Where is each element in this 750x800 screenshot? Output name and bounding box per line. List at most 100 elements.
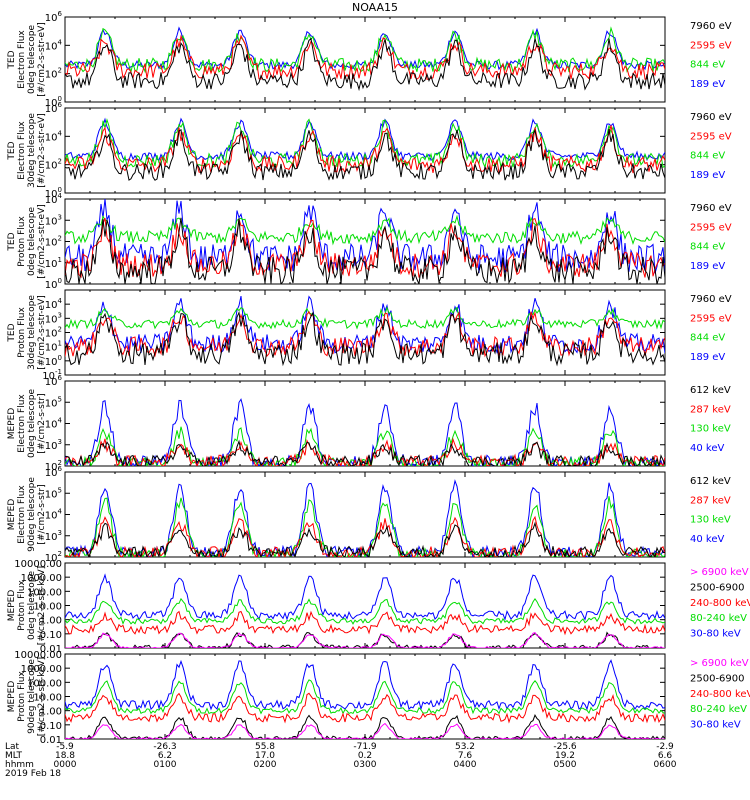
y-axis-label: TEDElectron Flux30deg telescope[#/cm2-s-… [7, 113, 47, 188]
legend-entry: 2595 eV [690, 40, 732, 51]
series-group [65, 479, 665, 557]
legend-entry: 80-240 keV [690, 613, 747, 624]
x-tick-label: 0200 [254, 760, 277, 770]
panel-meped-p-90: 0.01 0.10 1.00 10.00 100.00 1000.00 10000.00ME… [7, 650, 750, 746]
series-line-2500-6900 [65, 714, 665, 739]
legend-entry: 2595 eV [690, 313, 732, 324]
series-line-40-keV [65, 398, 665, 466]
legend-entry: 130 keV [690, 515, 731, 526]
legend-entry: 40 keV [690, 534, 724, 545]
legend-entry: 189 eV [690, 170, 725, 181]
y-tick-label: 104 [45, 129, 63, 143]
legend-entry: 2500-6900 [690, 582, 745, 593]
y-tick-label: 102 [45, 235, 62, 249]
x-tick-label: 6.2 [158, 751, 172, 761]
series-line-7960-eV [65, 217, 665, 284]
legend-entry: 612 keV [690, 385, 731, 396]
legend-entry: 844 eV [690, 60, 725, 71]
y-tick-label: 100.00 [27, 678, 62, 689]
x-tick-label: 17.0 [255, 751, 275, 761]
y-tick-label: 106 [45, 374, 63, 388]
series-line-30-80-keV [65, 573, 665, 621]
series-group [65, 573, 665, 648]
legend-entry: 844 eV [690, 151, 725, 162]
legend-entry: 2500-6900 [690, 673, 745, 684]
series-group [65, 295, 665, 367]
y-tick-label: 103 [45, 311, 62, 325]
y-tick-label: 1000.00 [21, 573, 62, 584]
x-row-label: hhmm [5, 760, 34, 770]
legend-entry: 189 eV [690, 352, 725, 363]
series-line-40-keV [65, 479, 665, 557]
x-tick-label: 19.2 [555, 751, 575, 761]
y-axis-label: MEPEDElectron Flux0deg telescope[#/cm2-s… [7, 389, 47, 459]
series-group [65, 26, 665, 92]
panel-frame [64, 653, 666, 740]
y-tick-label: 104 [45, 38, 63, 52]
series-line-80-240-keV [65, 597, 665, 625]
y-tick-label: 0.10 [40, 721, 62, 732]
y-tick-label: 103 [45, 213, 62, 227]
series-line-240-800-keV [65, 692, 665, 724]
x-tick-label: 55.8 [255, 742, 275, 752]
x-tick-label: 0400 [454, 760, 477, 770]
legend-entry: > 6900 keV [690, 658, 749, 669]
y-tick-label: 104 [45, 192, 63, 206]
y-tick-label: 101 [45, 256, 62, 270]
y-tick-label: 102 [45, 326, 62, 340]
x-tick-label: -5.9 [56, 742, 74, 752]
x-tick-label: 0300 [354, 760, 377, 770]
x-row-label: Lat [5, 742, 20, 752]
legend-entry: 30-80 keV [690, 629, 741, 640]
legend-entry: 240-800 keV [690, 689, 750, 700]
y-tick-label: 106 [45, 10, 63, 24]
y-tick-label: 106 [45, 465, 63, 479]
y-axis-label: TEDProton Flux0deg telescope[#/cm2-s-str… [7, 204, 47, 279]
y-axis-label: TEDProton Flux30deg telescope[#/cm2-s-st… [7, 295, 47, 370]
series-line--6900-keV [65, 722, 665, 739]
y-tick-label: 100 [45, 277, 62, 291]
y-tick-label: 102 [45, 158, 62, 172]
series-line-844-eV [65, 214, 665, 246]
series-line-612-keV [65, 521, 665, 557]
series-line--6900-keV [65, 631, 665, 648]
figure-title: NOAA15 [352, 1, 398, 14]
series-line-2595-eV [65, 217, 665, 279]
y-tick-label: 0.01 [40, 644, 62, 655]
legend-entry: 612 keV [690, 476, 731, 487]
legend-entry: 189 eV [690, 261, 725, 272]
series-line-2595-eV [65, 34, 665, 80]
legend-entry: 844 eV [690, 242, 725, 253]
panel-frame [64, 562, 666, 649]
x-tick-label: -2.9 [656, 742, 674, 752]
series-line-240-800-keV [65, 610, 665, 636]
x-tick-label: 0.2 [358, 751, 372, 761]
series-line-189-eV [65, 117, 665, 163]
y-tick-label: 0.10 [40, 630, 62, 641]
x-tick-label: -71.9 [353, 742, 377, 752]
legend-entry: 2595 eV [690, 222, 732, 233]
y-tick-label: 103 [45, 529, 62, 543]
x-tick-label: 0500 [554, 760, 577, 770]
series-line-7960-eV [65, 37, 665, 92]
panel-frame [64, 289, 666, 376]
y-tick-label: 10000.00 [14, 559, 62, 570]
x-tick-label: 18.8 [55, 751, 75, 761]
y-tick-label: 104 [45, 508, 63, 522]
legend-entry: 189 eV [690, 79, 725, 90]
legend-entry: 30-80 keV [690, 720, 741, 731]
series-group [65, 199, 665, 284]
series-line-7960-eV [65, 128, 665, 181]
x-tick-label: 53.2 [455, 742, 475, 752]
legend-entry: 130 keV [690, 424, 731, 435]
y-tick-label: 104 [45, 297, 63, 311]
series-line-844-eV [65, 26, 665, 74]
x-tick-label: 0100 [154, 760, 177, 770]
y-tick-label: 103 [45, 438, 62, 452]
legend-entry: 7960 eV [690, 112, 732, 123]
legend-entry: 844 eV [690, 333, 725, 344]
x-tick-label: 0000 [54, 760, 77, 770]
x-row-label: MLT [5, 751, 23, 761]
